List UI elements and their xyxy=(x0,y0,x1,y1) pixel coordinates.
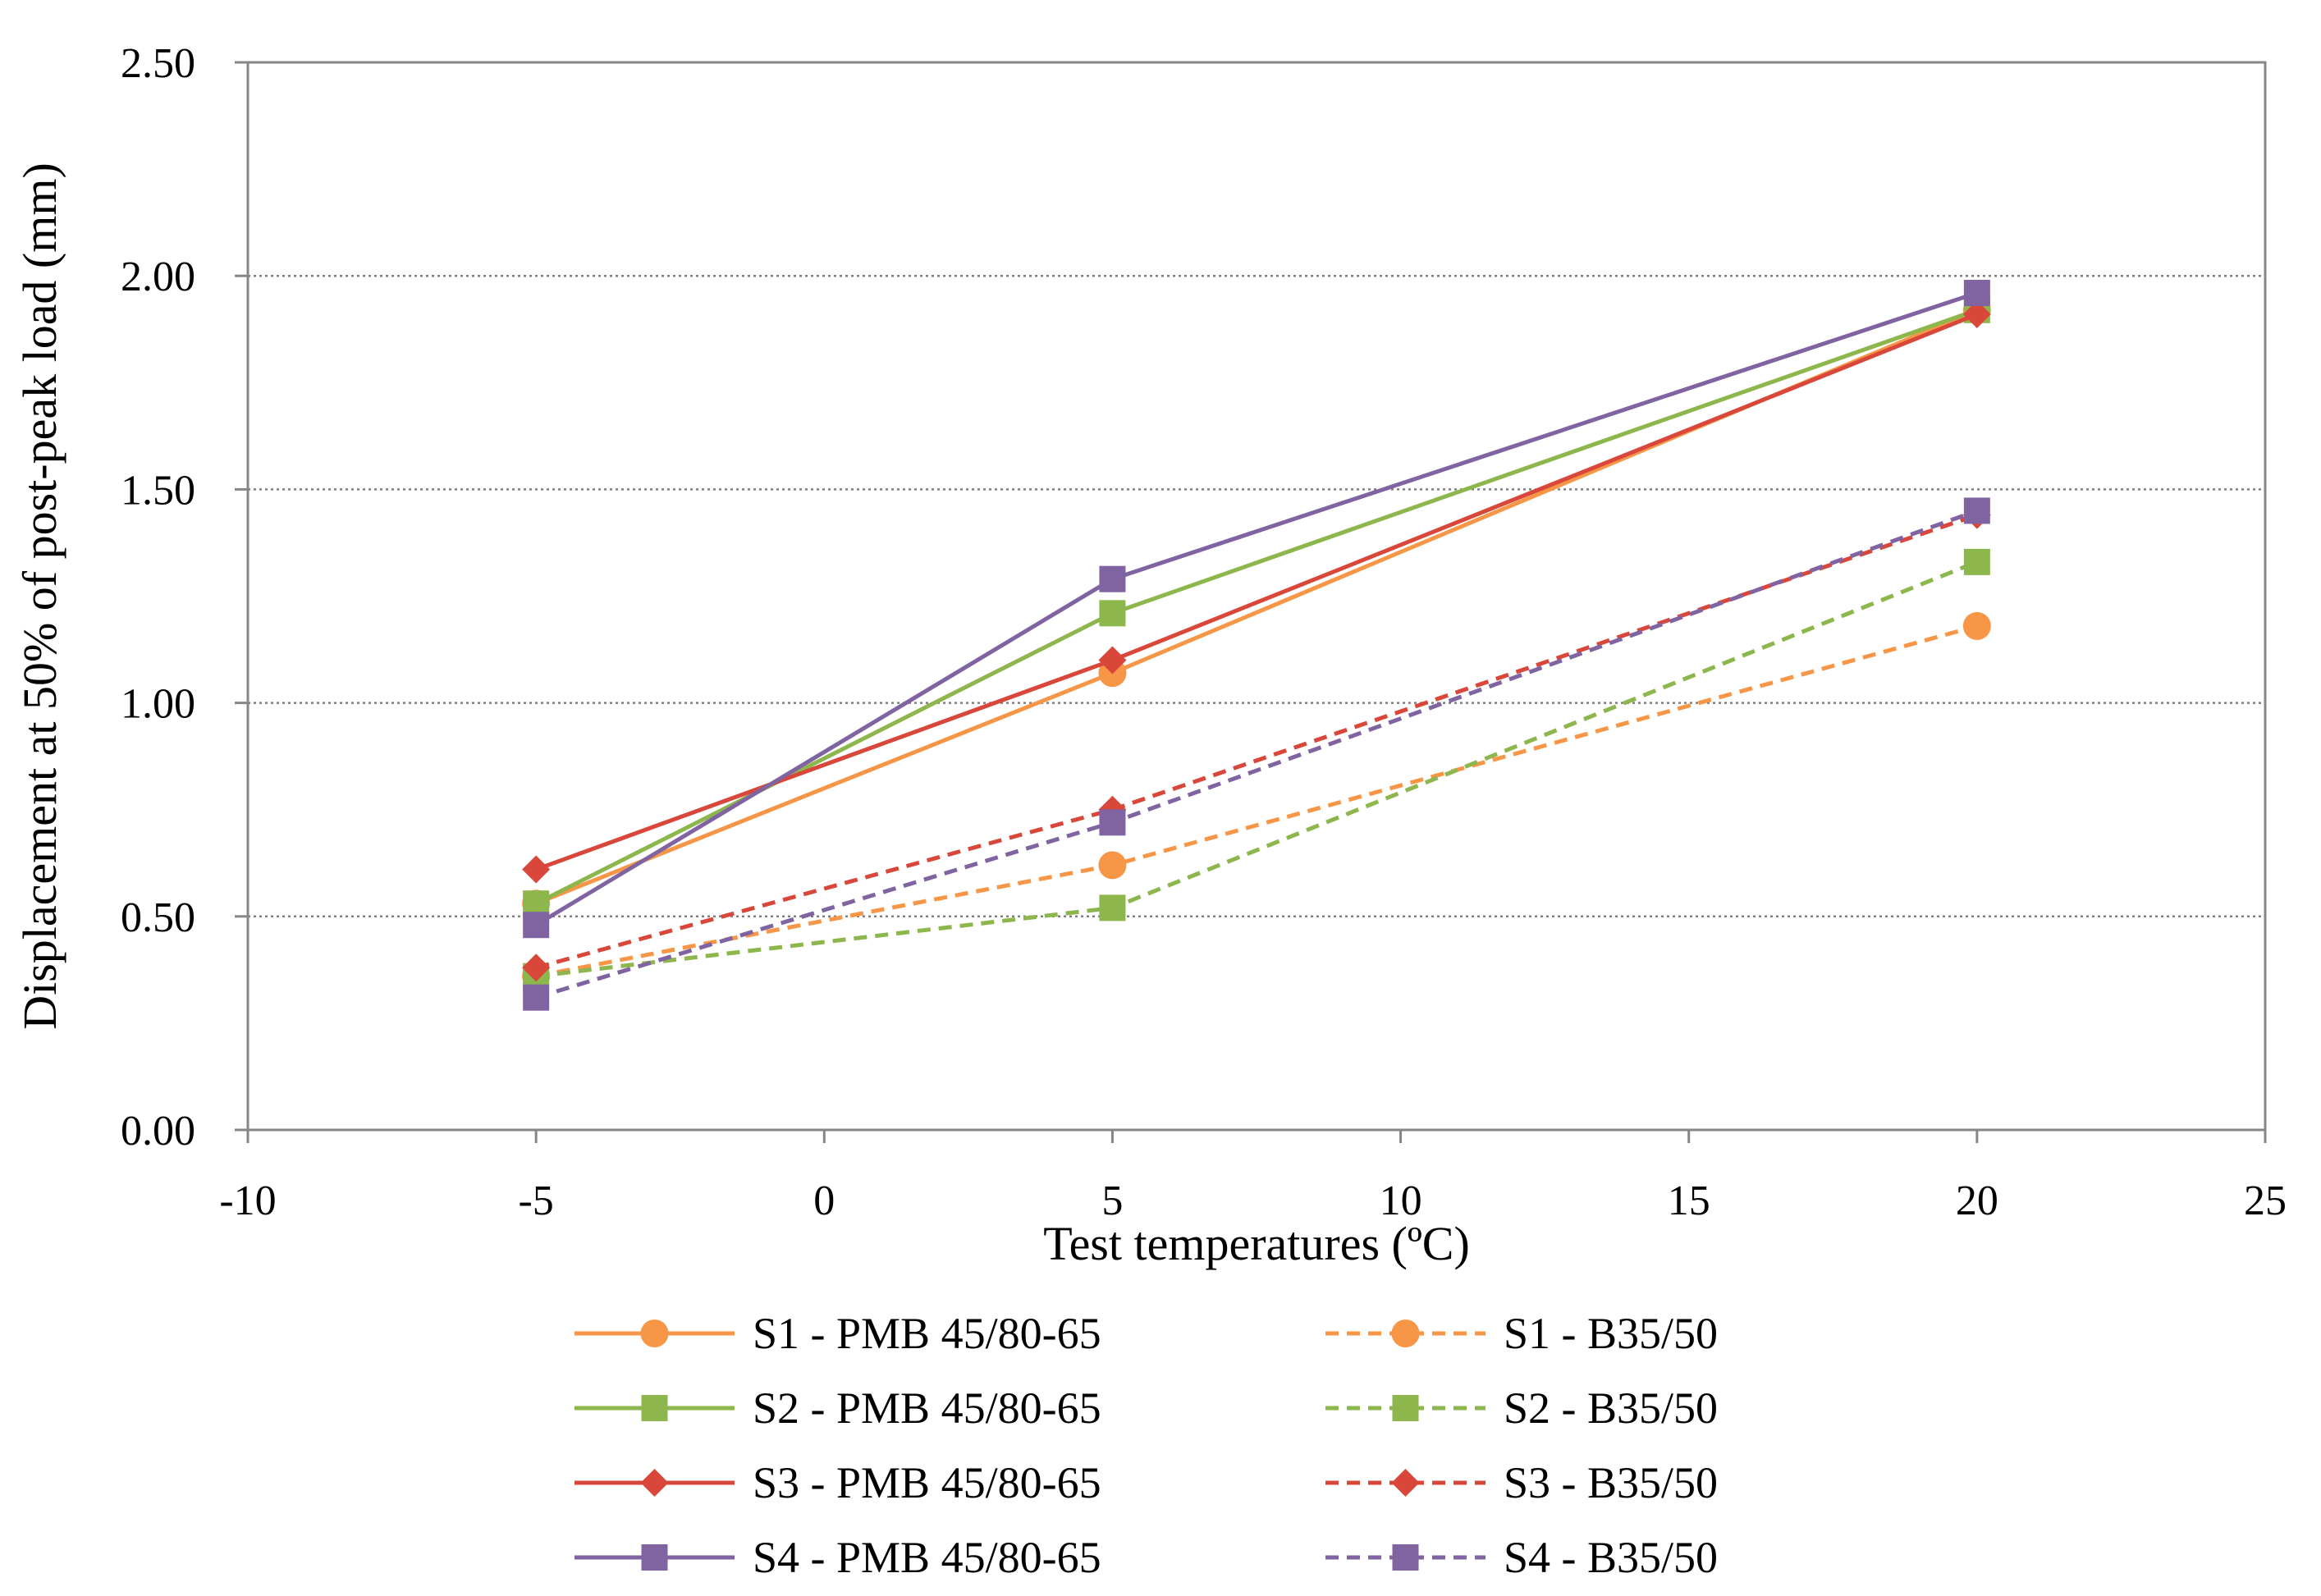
x-tick-label: 20 xyxy=(1956,1178,1998,1224)
y-tick-label: 1.50 xyxy=(121,467,195,514)
plot-area-frame xyxy=(246,61,2267,1132)
data-series xyxy=(522,280,1991,1011)
x-tick-label: 5 xyxy=(1101,1178,1123,1224)
legend-swatch-marker xyxy=(641,1544,668,1571)
data-point xyxy=(1098,646,1127,675)
legend-swatch-marker xyxy=(1392,1544,1419,1571)
legend-item: S3 - B35/50 xyxy=(1325,1458,1718,1507)
y-tick-label: 0.00 xyxy=(121,1108,195,1155)
legend: S1 - PMB 45/80-65 S2 - PMB 45/80-65 S3 - P… xyxy=(575,1309,1718,1582)
legend-item: S1 - B35/50 xyxy=(1325,1309,1718,1358)
data-point xyxy=(1099,894,1126,921)
y-axis-title: Displacement at 50% of post-peak load (m… xyxy=(13,162,66,1030)
legend-label: S3 - B35/50 xyxy=(1504,1458,1718,1507)
data-point xyxy=(522,855,551,884)
legend-item: S4 - PMB 45/80-65 xyxy=(575,1533,1101,1582)
x-tick-label: 10 xyxy=(1380,1178,1422,1224)
x-axis-title: Test temperatures (ºC) xyxy=(1043,1217,1470,1270)
legend-label: S4 - PMB 45/80-65 xyxy=(753,1533,1101,1582)
legend-swatch-marker xyxy=(640,1319,669,1347)
series-line xyxy=(535,624,1978,979)
series-7 xyxy=(522,501,1991,982)
x-tick-label: 25 xyxy=(2244,1178,2287,1224)
data-point xyxy=(523,912,550,939)
y-tick-label: 2.50 xyxy=(121,40,195,87)
series-line xyxy=(535,513,1978,970)
legend-item: S3 - PMB 45/80-65 xyxy=(575,1458,1101,1507)
series-line xyxy=(535,312,1978,871)
legend-label: S4 - B35/50 xyxy=(1504,1533,1718,1582)
data-point xyxy=(1962,300,1991,329)
series-8 xyxy=(523,497,1990,1011)
y-tick-label: 1.00 xyxy=(121,681,195,728)
x-tick-label: -10 xyxy=(219,1178,276,1224)
legend-swatch-marker xyxy=(1391,1319,1420,1347)
data-point xyxy=(522,953,551,982)
data-point xyxy=(1963,280,1990,307)
series-4 xyxy=(523,280,1990,939)
legend-label: S3 - PMB 45/80-65 xyxy=(753,1458,1101,1507)
y-tick-label: 0.50 xyxy=(121,894,195,941)
series-3 xyxy=(522,300,1991,884)
data-point xyxy=(1962,611,1991,640)
legend-item: S1 - PMB 45/80-65 xyxy=(575,1309,1101,1358)
legend-label: S2 - PMB 45/80-65 xyxy=(753,1383,1101,1433)
x-tick-label: -5 xyxy=(518,1178,553,1224)
legend-item: S2 - PMB 45/80-65 xyxy=(575,1383,1101,1433)
grid-lines xyxy=(248,61,2265,918)
series-line xyxy=(535,509,1978,1000)
legend-swatch-marker xyxy=(640,1469,669,1497)
y-tick-label: 2.00 xyxy=(121,254,195,300)
legend-swatch-marker xyxy=(1392,1395,1419,1421)
legend-label: S1 - B35/50 xyxy=(1504,1309,1718,1358)
legend-item: S2 - B35/50 xyxy=(1325,1383,1718,1433)
data-point xyxy=(1099,565,1126,592)
legend-swatch-marker xyxy=(641,1395,668,1421)
data-point xyxy=(1099,809,1126,836)
x-tick-label: 0 xyxy=(813,1178,835,1224)
data-point xyxy=(1098,851,1127,880)
legend-label: S2 - B35/50 xyxy=(1504,1383,1718,1433)
legend-item: S4 - B35/50 xyxy=(1325,1533,1718,1582)
data-point xyxy=(1963,548,1990,575)
legend-label: S1 - PMB 45/80-65 xyxy=(753,1309,1101,1358)
data-point xyxy=(1963,497,1990,524)
axes: 0.00 0.50 1.00 1.50 2.00 2.50 -10 -5 0 5 10 15 20 25 xyxy=(121,40,2287,1224)
data-point xyxy=(523,984,550,1011)
data-point xyxy=(1099,600,1126,627)
x-tick-label: 15 xyxy=(1668,1178,1710,1224)
legend-swatch-marker xyxy=(1391,1469,1420,1497)
